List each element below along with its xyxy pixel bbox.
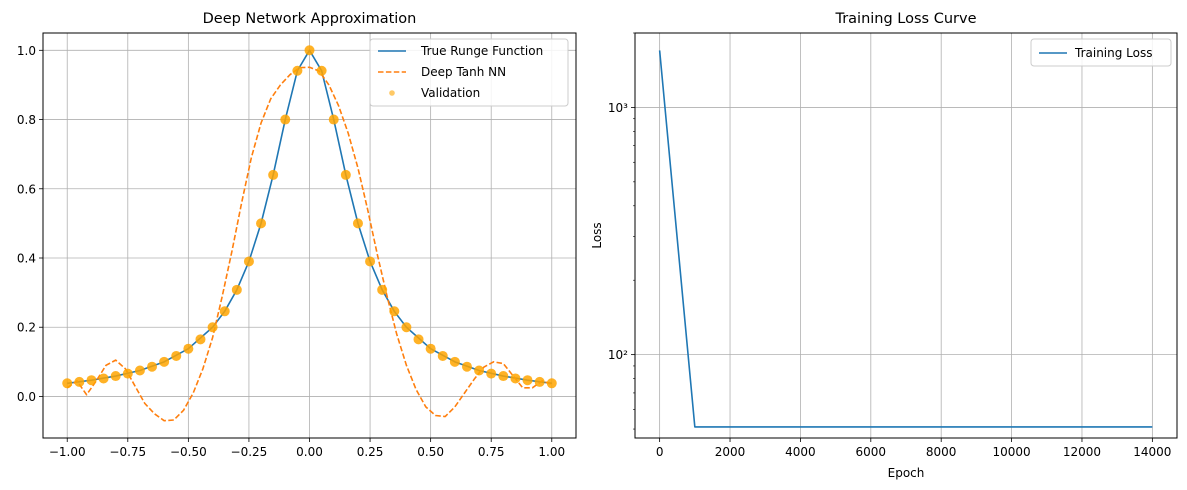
validation-point — [147, 361, 158, 372]
validation-point — [425, 343, 436, 354]
validation-point — [62, 378, 73, 389]
loss-y-axis-label: Loss — [590, 222, 604, 248]
validation-point — [110, 371, 121, 382]
validation-point — [195, 334, 206, 345]
y-tick-label: 1.0 — [17, 44, 36, 58]
validation-point — [328, 114, 339, 125]
approximation-legend: True Runge Function Deep Tanh NN Validat… — [369, 38, 569, 107]
x-tick-label: −0.50 — [170, 445, 207, 459]
validation-point — [352, 218, 363, 229]
x-tick-label: −0.75 — [109, 445, 146, 459]
x-tick-label: 0.50 — [417, 445, 444, 459]
approximation-ticks: −1.00 −0.75 −0.50 −0.25 0.00 0.25 0.50 0.75 1.00… — [17, 44, 565, 459]
approximation-title: Deep Network Approximation — [203, 11, 417, 27]
x-tick-label: 0.25 — [357, 445, 384, 459]
loss-x-axis-label: Epoch — [888, 466, 925, 480]
validation-point — [389, 306, 400, 317]
y-tick-label: 0.2 — [17, 321, 36, 335]
x-tick-label: 10000 — [992, 445, 1030, 459]
y-tick-label: 10³ — [608, 101, 628, 115]
validation-point — [437, 350, 448, 361]
x-tick-label: 0.75 — [478, 445, 505, 459]
validation-point — [365, 256, 376, 267]
validation-point — [534, 376, 545, 387]
validation-point — [292, 65, 303, 76]
validation-point — [243, 256, 254, 267]
legend-true-runge-label: True Runge Function — [420, 44, 543, 58]
validation-point — [377, 284, 388, 295]
validation-point — [231, 284, 242, 295]
y-tick-label: 0.0 — [17, 390, 36, 404]
x-tick-label: −0.25 — [231, 445, 268, 459]
approximation-panel: −1.00 −0.75 −0.50 −0.25 0.00 0.25 0.50 0.75 1.00… — [17, 11, 577, 459]
y-tick-label: 0.8 — [17, 113, 36, 127]
deep-tanh-nn-line — [66, 66, 553, 422]
approximation-legend-box — [369, 38, 569, 107]
validation-point — [474, 365, 485, 376]
validation-point — [122, 368, 133, 379]
loss-ticks: 0 2000 4000 6000 8000 10000 12000 14000 10² 10³ — [608, 32, 1171, 459]
loss-grid — [635, 33, 1177, 438]
loss-legend-box — [1030, 38, 1172, 67]
x-tick-label: −1.00 — [49, 445, 86, 459]
x-tick-label: 8000 — [926, 445, 957, 459]
validation-point — [401, 322, 412, 333]
validation-point — [159, 356, 170, 367]
loss-title: Training Loss Curve — [834, 11, 976, 27]
validation-point — [207, 322, 218, 333]
loss-legend: Training Loss — [1030, 38, 1172, 67]
validation-point — [486, 368, 497, 379]
validation-point — [449, 356, 460, 367]
validation-point — [510, 373, 521, 384]
legend-validation-label: Validation — [421, 86, 480, 100]
legend-training-loss-label: Training Loss — [1074, 46, 1152, 60]
x-tick-label: 1.00 — [538, 445, 565, 459]
x-tick-label: 0.00 — [296, 445, 323, 459]
approximation-plot-area — [62, 45, 557, 422]
x-tick-label: 14000 — [1133, 445, 1171, 459]
legend-validation-swatch — [389, 90, 395, 96]
validation-point — [74, 376, 85, 387]
validation-point — [522, 375, 533, 386]
validation-point — [183, 343, 194, 354]
validation-point — [256, 218, 267, 229]
validation-point — [498, 371, 509, 382]
validation-point — [98, 373, 109, 384]
y-tick-label: 0.6 — [17, 182, 36, 196]
y-tick-label: 0.4 — [17, 252, 36, 266]
validation-point — [340, 169, 351, 180]
x-tick-label: 6000 — [856, 445, 887, 459]
loss-panel: 0 2000 4000 6000 8000 10000 12000 14000 10² 10³ T… — [590, 11, 1178, 480]
x-tick-label: 4000 — [785, 445, 816, 459]
validation-point — [304, 45, 315, 56]
x-tick-label: 0 — [656, 445, 664, 459]
validation-point — [316, 65, 327, 76]
y-tick-label: 10² — [608, 348, 628, 362]
validation-point — [86, 375, 97, 386]
legend-deep-tanh-label: Deep Tanh NN — [421, 65, 506, 79]
validation-point — [280, 114, 291, 125]
x-tick-label: 2000 — [715, 445, 746, 459]
loss-axes-frame — [634, 32, 1178, 439]
loss-plot-area — [658, 50, 1153, 428]
validation-point — [134, 365, 145, 376]
validation-point — [219, 306, 230, 317]
training-loss-line — [658, 50, 1153, 428]
validation-point — [268, 169, 279, 180]
validation-point — [171, 350, 182, 361]
x-tick-label: 12000 — [1063, 445, 1101, 459]
validation-point — [413, 334, 424, 345]
validation-point — [461, 361, 472, 372]
validation-point — [546, 378, 557, 389]
